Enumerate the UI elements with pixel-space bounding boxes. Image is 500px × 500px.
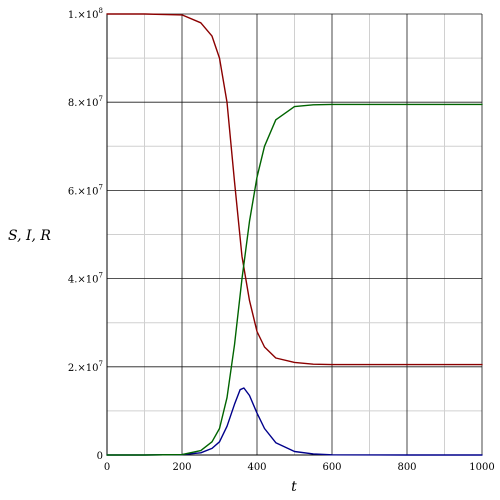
x-tick-label: 0 (104, 462, 110, 473)
series-layer (106, 13, 483, 456)
y-tick-label: 4.×107 (68, 272, 103, 286)
series-line-2 (106, 103, 483, 456)
y-tick-label: 6.×107 (68, 183, 103, 197)
x-tick-label: 400 (247, 462, 266, 473)
y-tick-label: 1.×108 (68, 7, 103, 21)
x-tick-label: 200 (172, 462, 191, 473)
series-line-0 (106, 13, 483, 366)
x-axis-label: t (291, 479, 297, 495)
minor-grid (107, 14, 482, 455)
x-tick-label: 800 (397, 462, 416, 473)
y-tick-label: 2.×107 (68, 360, 103, 374)
tick-labels: 0 200 400 600 800 1000 0 2.×107 4.×107 6.×107 8.×1… (68, 7, 495, 473)
y-axis-label: S, I, R (8, 228, 51, 244)
series-line-1 (106, 387, 483, 456)
y-tick-label: 0 (97, 451, 103, 462)
y-tick-label: 8.×107 (68, 95, 103, 109)
x-tick-label: 600 (322, 462, 341, 473)
x-tick-label: 1000 (469, 462, 494, 473)
